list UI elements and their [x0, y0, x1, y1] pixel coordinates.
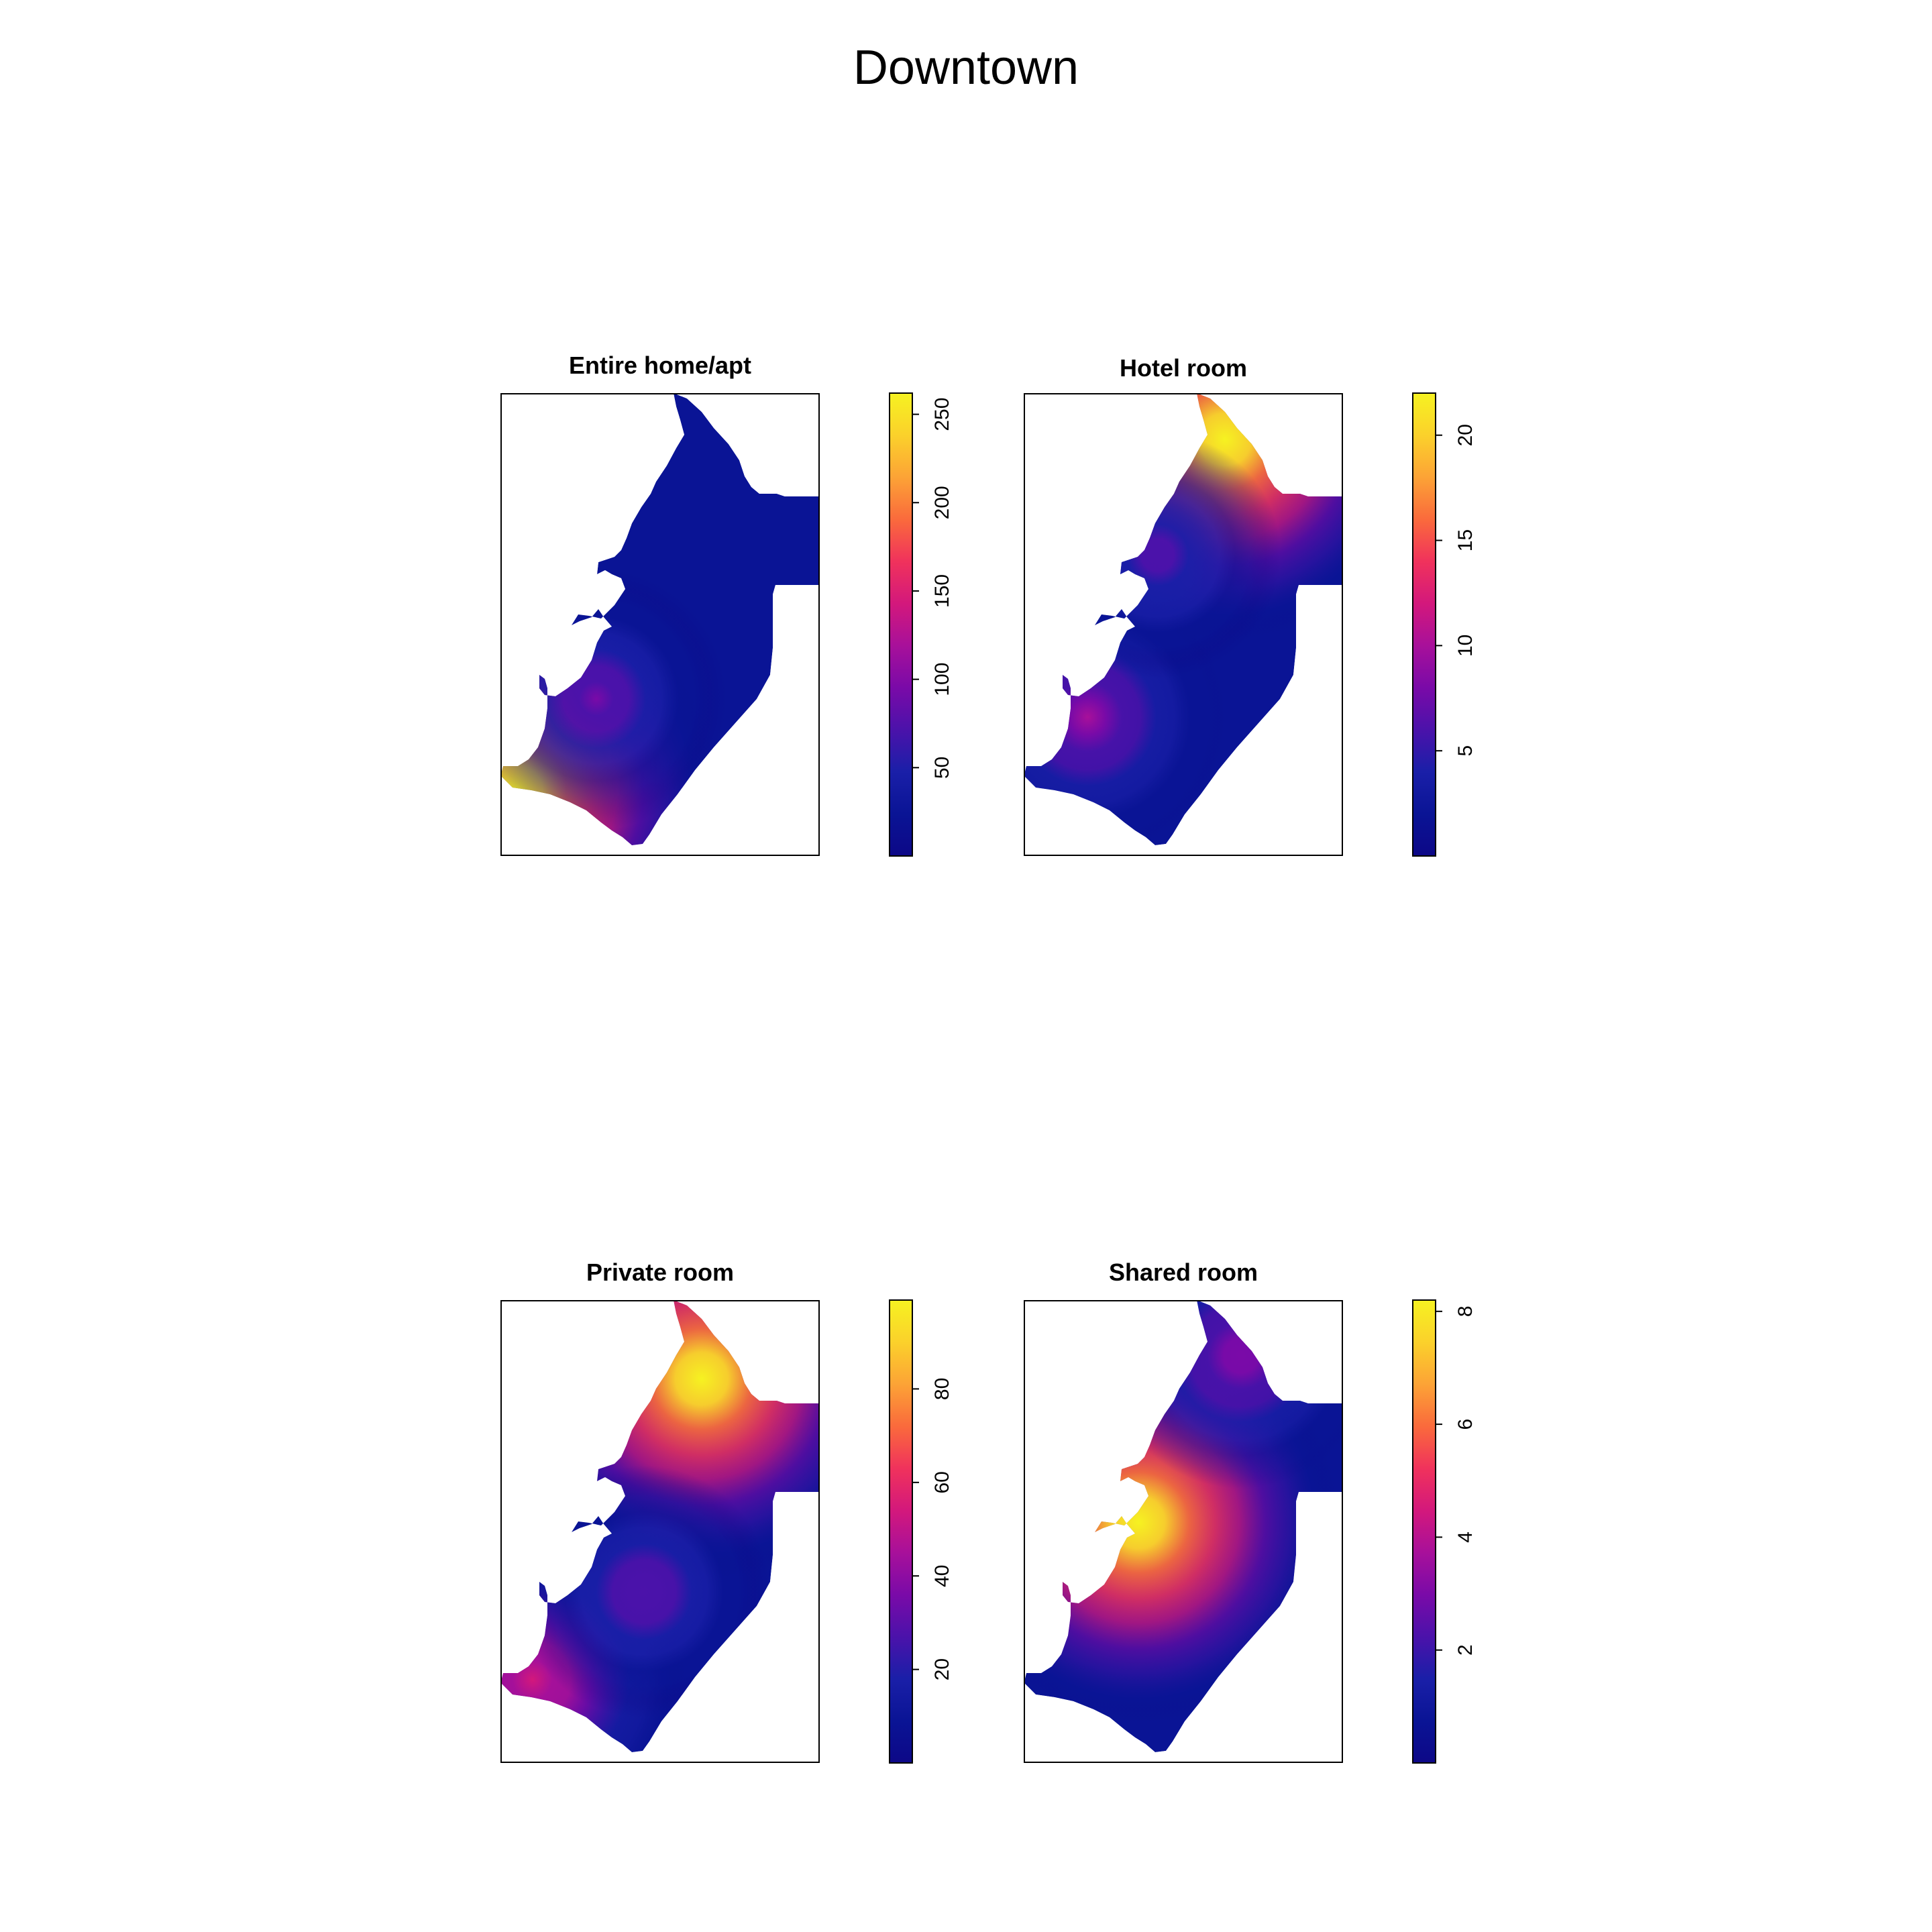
- colorbar-gradient: [1412, 392, 1436, 857]
- colorbar-tick-label: 6: [1454, 1419, 1477, 1430]
- panel-frame: [500, 393, 820, 856]
- panel-frame: [500, 1300, 820, 1763]
- heatmap-entire-home: [500, 393, 820, 856]
- figure-title: Downtown: [853, 41, 1079, 95]
- colorbar-tick-label: 200: [931, 486, 953, 519]
- panel-title-shared-room: Shared room: [1108, 1258, 1258, 1286]
- colorbar-tick-label: 20: [931, 1658, 953, 1680]
- colorbar-shared-room: 2 4 6 8: [1412, 1299, 1477, 1764]
- colorbar-entire-home: 50 100 150 200 250: [889, 392, 953, 857]
- hotspot: [1034, 431, 1281, 679]
- colorbar-tick-label: 50: [931, 757, 953, 779]
- heatmap-private-room: [500, 1300, 820, 1763]
- hotspot: [1025, 1321, 1340, 1724]
- hotspot: [517, 1465, 771, 1719]
- colorbar-tick-label: 2: [1454, 1644, 1477, 1656]
- colorbar-hotel-room: 5 10 15 20: [1412, 392, 1477, 857]
- panel-title-entire-home: Entire home/apt: [568, 352, 752, 379]
- colorbar-private-room: 20 40 60 80: [889, 1299, 953, 1764]
- colorbar-tick-label: 40: [931, 1565, 953, 1587]
- colorbar-tick-label: 4: [1454, 1532, 1477, 1543]
- panel-frame: [1024, 1300, 1343, 1763]
- colorbar-tick-label: 60: [931, 1471, 953, 1493]
- colorbar-gradient: [889, 1299, 913, 1764]
- panel-title-hotel-room: Hotel room: [1119, 354, 1247, 382]
- colorbar-tick-label: 8: [1454, 1305, 1477, 1317]
- colorbar-tick-label: 100: [931, 663, 953, 696]
- colorbar-tick-label: 15: [1454, 529, 1477, 551]
- colorbar-tick-label: 150: [931, 574, 953, 608]
- panel-frame: [1024, 393, 1343, 856]
- heatmap-hotel-room: [1024, 393, 1343, 856]
- panel-title-private-room: Private room: [586, 1258, 735, 1286]
- colorbar-tick-label: 10: [1454, 635, 1477, 657]
- colorbar-tick-label: 80: [931, 1378, 953, 1400]
- heatmap-shared-room: [1024, 1300, 1343, 1763]
- colorbar-tick-label: 20: [1454, 424, 1477, 446]
- colorbar-tick-label: 250: [931, 398, 953, 431]
- colorbar-gradient: [1412, 1299, 1436, 1764]
- hotspot: [1108, 1300, 1343, 1489]
- colorbar-gradient: [889, 392, 913, 857]
- colorbar-tick-label: 5: [1454, 745, 1477, 757]
